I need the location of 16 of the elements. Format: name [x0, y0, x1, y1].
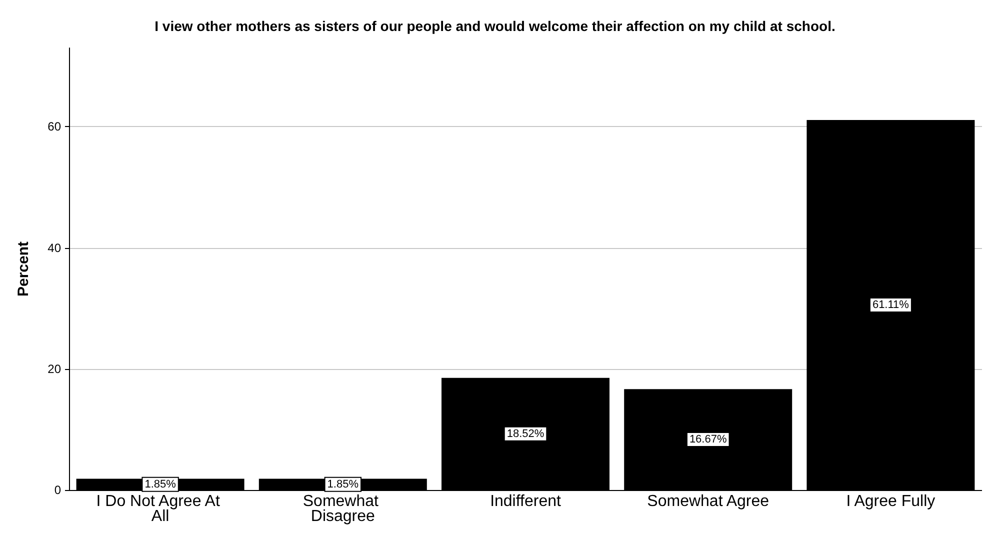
x-tick-label: Somewhat Agree — [647, 493, 770, 510]
data-label: 18.52% — [506, 428, 544, 440]
y-tick-label: 60 — [48, 120, 62, 134]
y-axis-title: Percent — [15, 241, 32, 297]
data-label: 16.67% — [689, 434, 727, 446]
y-tick-label: 0 — [54, 483, 62, 497]
y-tick-label: 20 — [48, 362, 62, 376]
data-label: 1.85% — [144, 478, 176, 490]
x-tick-label: Indifferent — [490, 493, 562, 510]
data-label: 1.85% — [327, 478, 359, 490]
x-tick-label: I Do Not Agree At All — [96, 493, 224, 525]
y-tick-label: 40 — [48, 240, 62, 255]
data-label: 61.11% — [872, 298, 910, 311]
chart-title: I view other mothers as sisters of our people and would welcome their affection on my child at school. — [154, 18, 836, 34]
x-tick-label: Somewhat Disagree — [302, 493, 383, 525]
x-tick-label: I Agree Fully — [846, 493, 936, 510]
